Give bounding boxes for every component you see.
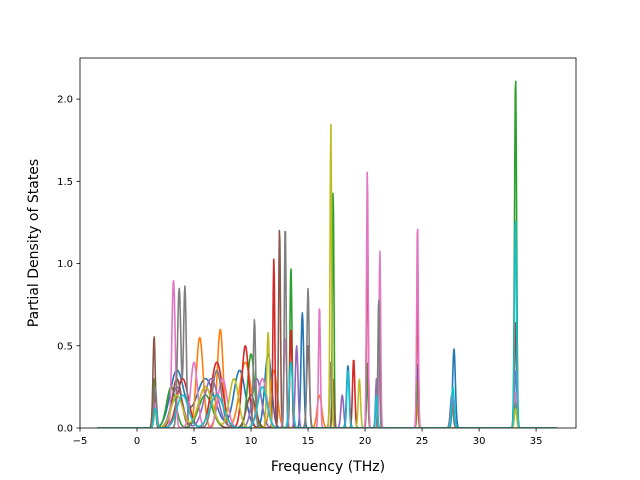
y-axis-label: Partial Density of States: [26, 159, 42, 327]
series-line-4: [96, 233, 557, 428]
y-tick-label: 1.5: [57, 177, 73, 188]
plot-frame: [79, 57, 577, 429]
x-tick-label: 25: [416, 436, 429, 447]
y-tick-label: 1.0: [57, 259, 73, 270]
series-line-7: [96, 171, 557, 428]
x-tick-label: −5: [73, 436, 88, 447]
series-line-9: [96, 123, 557, 428]
x-axis: −5 0 5 10 15 20 25 30 35: [73, 428, 543, 447]
x-tick-label: 30: [473, 436, 486, 447]
series-line-10: [96, 220, 557, 428]
x-tick-label: 10: [245, 436, 258, 447]
x-axis-label: Frequency (THz): [271, 459, 385, 475]
y-tick-label: 0.0: [57, 424, 73, 435]
x-tick-label: 20: [359, 436, 372, 447]
series-line-1: [96, 312, 557, 428]
x-tick-label: 35: [530, 436, 543, 447]
y-tick-label: 2.0: [57, 95, 73, 106]
x-tick-label: 0: [134, 436, 140, 447]
y-tick-label: 0.5: [57, 341, 73, 352]
series-line-6: [96, 229, 557, 428]
x-tick-label: 15: [302, 436, 315, 447]
y-axis: 0.0 0.5 1.0 1.5 2.0: [57, 95, 80, 435]
x-tick-label: 5: [191, 436, 197, 447]
